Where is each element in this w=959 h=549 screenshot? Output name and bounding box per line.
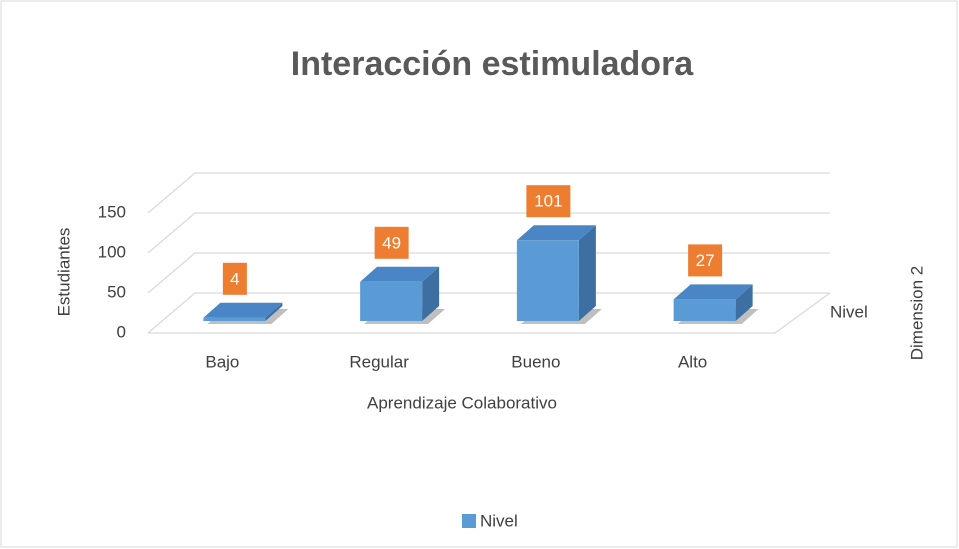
grid-line — [147, 212, 830, 254]
bar — [360, 266, 446, 324]
x-axis-label: Aprendizaje Colaborativo — [367, 393, 557, 412]
bar — [203, 302, 289, 324]
data-label: 4 — [230, 269, 239, 288]
data-label: 49 — [382, 233, 401, 252]
bar-top — [673, 284, 753, 300]
data-label-box — [222, 262, 247, 295]
bar — [516, 225, 602, 324]
y-tick-label: 50 — [107, 282, 126, 301]
y-tick-label: 150 — [98, 202, 126, 221]
floor-edge — [774, 292, 831, 334]
bar-front — [203, 317, 266, 321]
x-tick-label: Alto — [678, 352, 707, 371]
bar-top — [203, 302, 283, 318]
bar-front — [360, 281, 423, 321]
x-tick-label: Bueno — [511, 352, 560, 371]
z-tick-label: Nivel — [830, 302, 868, 321]
y-axis-label: Estudiantes — [54, 228, 73, 317]
x-tick-label: Regular — [349, 352, 409, 371]
bar-side — [265, 302, 283, 321]
bar-front — [516, 240, 579, 321]
grid-line — [147, 172, 830, 214]
data-label-box — [374, 226, 409, 259]
bar-top — [360, 266, 440, 282]
legend-label: Nivel — [480, 511, 518, 530]
data-label: 27 — [696, 251, 715, 270]
bar-side — [578, 225, 596, 321]
bar-top — [516, 225, 596, 241]
x-tick-label: Bajo — [205, 352, 239, 371]
y-tick-label: 100 — [98, 242, 126, 261]
bar-side — [735, 284, 753, 321]
bar-side — [422, 266, 440, 321]
grid-line — [147, 292, 830, 334]
grid-line — [147, 252, 830, 294]
data-label: 101 — [534, 192, 562, 211]
bar-front — [673, 299, 736, 321]
legend-swatch — [462, 514, 476, 528]
data-label-box — [526, 185, 571, 218]
z-axis-label: Dimension 2 — [907, 266, 926, 361]
data-label-box — [688, 244, 723, 277]
bar — [673, 284, 759, 324]
y-tick-label: 0 — [117, 322, 126, 341]
chart-title: Interacción estimuladora — [291, 45, 695, 83]
